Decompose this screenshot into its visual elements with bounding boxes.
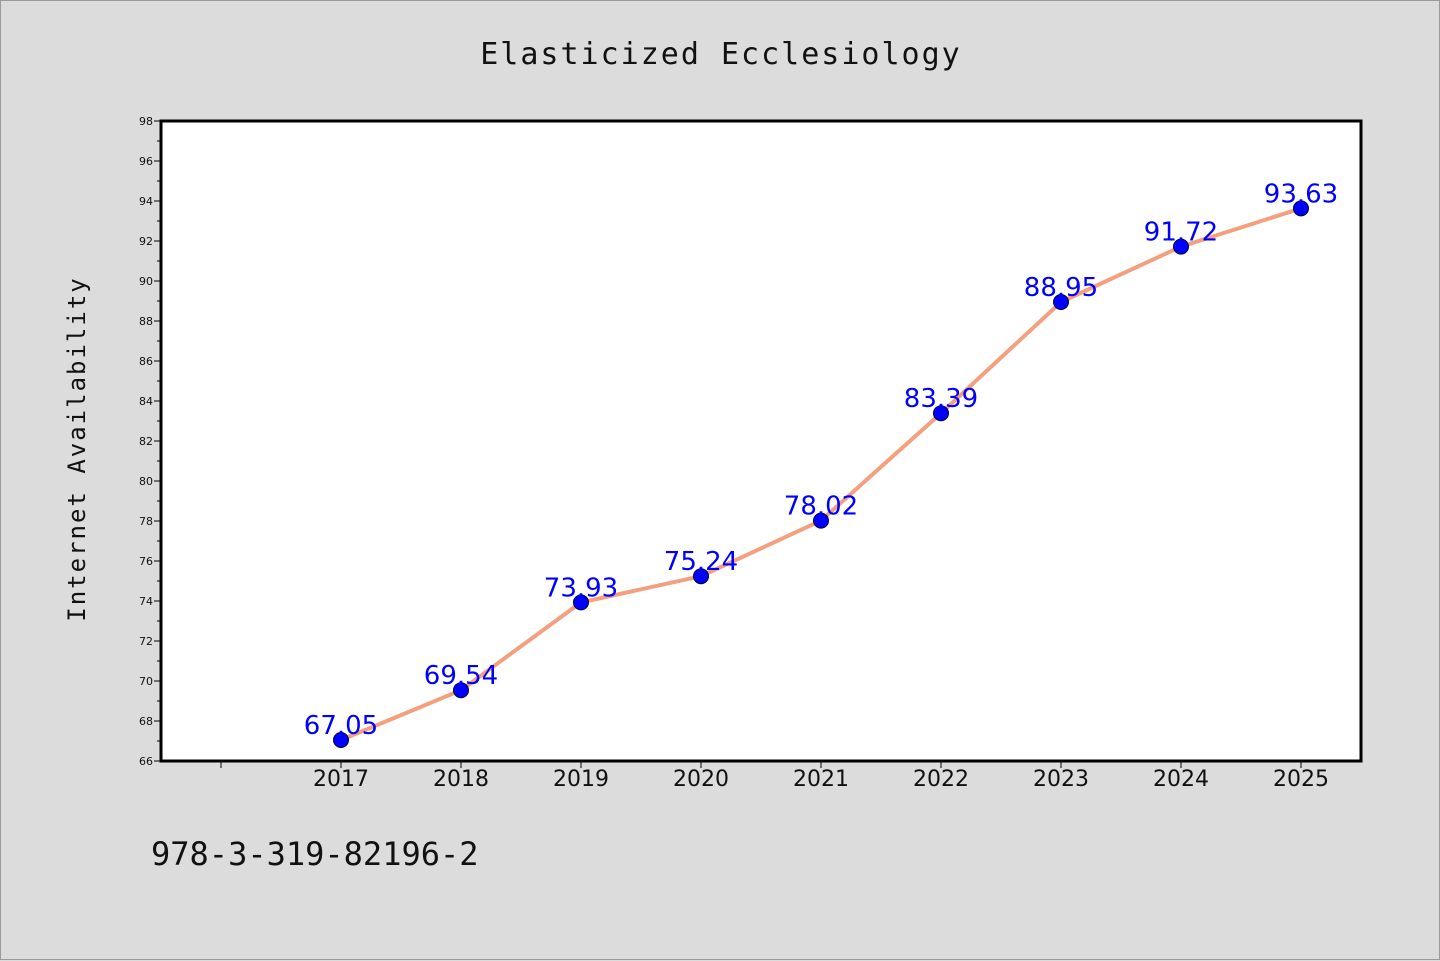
y-tick-label: 96 — [139, 155, 153, 168]
y-tick-label: 94 — [139, 195, 153, 208]
y-tick-label: 88 — [139, 315, 153, 328]
data-label: 69.54 — [424, 661, 498, 691]
data-point-marker — [573, 594, 589, 611]
data-label: 93.63 — [1264, 179, 1338, 209]
y-tick-label: 80 — [139, 475, 153, 488]
data-point-marker — [1053, 294, 1069, 310]
x-tick-label: 2025 — [1273, 767, 1329, 792]
x-tick-label: 2018 — [433, 767, 489, 792]
data-point-marker — [1293, 200, 1309, 217]
plot-area — [159, 119, 1363, 763]
data-label: 78.02 — [784, 492, 858, 522]
x-tick-label: 2021 — [793, 767, 849, 792]
y-tick-label: 78 — [139, 515, 153, 528]
y-tick-label: 82 — [139, 435, 153, 448]
x-tick-label: 2017 — [313, 767, 369, 792]
y-tick-label: 68 — [139, 715, 153, 728]
data-label: 88.95 — [1024, 273, 1098, 303]
data-point-marker — [813, 512, 829, 529]
data-point-marker — [1173, 238, 1189, 255]
y-axis: 66 68 70 72 74 76 78 80 82 84 86 88 90 92 94 96 98 — [139, 115, 161, 768]
data-label: 73.93 — [544, 573, 618, 603]
y-tick-label: 86 — [139, 355, 153, 368]
data-point-marker — [933, 405, 949, 422]
y-axis-label: Internet Availability — [63, 276, 91, 621]
y-tick-label: 90 — [139, 275, 153, 288]
x-tick-label: 2019 — [553, 767, 609, 792]
data-point-marker — [453, 682, 469, 699]
data-point-marker — [693, 568, 709, 585]
y-tick-label: 84 — [139, 395, 153, 408]
data-label: 91.72 — [1144, 218, 1218, 248]
x-tick-label: 2024 — [1153, 767, 1209, 792]
y-tick-label: 98 — [139, 115, 153, 128]
footer-isbn: 978-3-319-82196-2 — [151, 835, 479, 873]
y-tick-label: 72 — [139, 635, 153, 648]
y-tick-label: 66 — [139, 755, 153, 768]
data-label: 83.39 — [904, 384, 978, 414]
series-line-group: 67.05 69.54 73.93 75.24 78.02 83.39 88.95 91.72… — [304, 179, 1338, 748]
x-axis: 2017 2018 2019 2020 2021 2022 2023 2024 2025 — [220, 761, 1329, 792]
y-tick-label: 74 — [139, 595, 153, 608]
y-tick-label: 76 — [139, 555, 153, 568]
data-point-marker — [333, 732, 349, 748]
x-tick-label: 2022 — [913, 767, 969, 792]
x-tick-label: 2023 — [1033, 767, 1089, 792]
data-label: 67.05 — [304, 711, 378, 741]
y-tick-label: 92 — [139, 235, 153, 248]
y-tick-label: 70 — [139, 675, 153, 688]
x-tick-label: 2020 — [673, 767, 729, 792]
data-label: 75.24 — [664, 547, 738, 577]
chart-title: Elasticized Ecclesiology — [480, 37, 961, 72]
